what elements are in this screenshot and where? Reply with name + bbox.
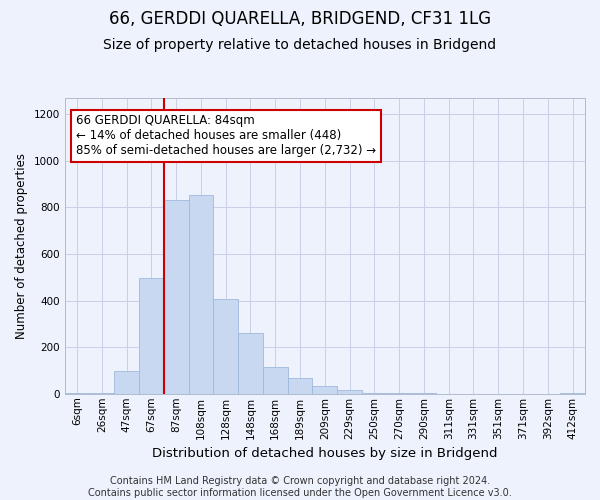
Y-axis label: Number of detached properties: Number of detached properties	[15, 153, 28, 339]
Bar	[238, 333, 263, 394]
Text: Contains HM Land Registry data © Crown copyright and database right 2024.
Contai: Contains HM Land Registry data © Crown c…	[88, 476, 512, 498]
Text: 66, GERDDI QUARELLA, BRIDGEND, CF31 1LG: 66, GERDDI QUARELLA, BRIDGEND, CF31 1LG	[109, 10, 491, 28]
X-axis label: Distribution of detached houses by size in Bridgend: Distribution of detached houses by size …	[152, 447, 497, 460]
Bar	[214, 300, 238, 394]
Bar	[313, 386, 337, 394]
Bar	[362, 392, 387, 394]
Bar	[263, 368, 287, 394]
Bar	[188, 194, 214, 394]
Bar	[412, 392, 436, 394]
Bar	[164, 200, 188, 394]
Text: Size of property relative to detached houses in Bridgend: Size of property relative to detached ho…	[103, 38, 497, 52]
Bar	[287, 378, 313, 394]
Bar	[337, 390, 362, 394]
Bar	[65, 392, 89, 394]
Text: 66 GERDDI QUARELLA: 84sqm
← 14% of detached houses are smaller (448)
85% of semi: 66 GERDDI QUARELLA: 84sqm ← 14% of detac…	[76, 114, 376, 158]
Bar	[387, 392, 412, 394]
Bar	[114, 371, 139, 394]
Bar	[560, 392, 585, 394]
Bar	[89, 392, 114, 394]
Bar	[139, 278, 164, 394]
